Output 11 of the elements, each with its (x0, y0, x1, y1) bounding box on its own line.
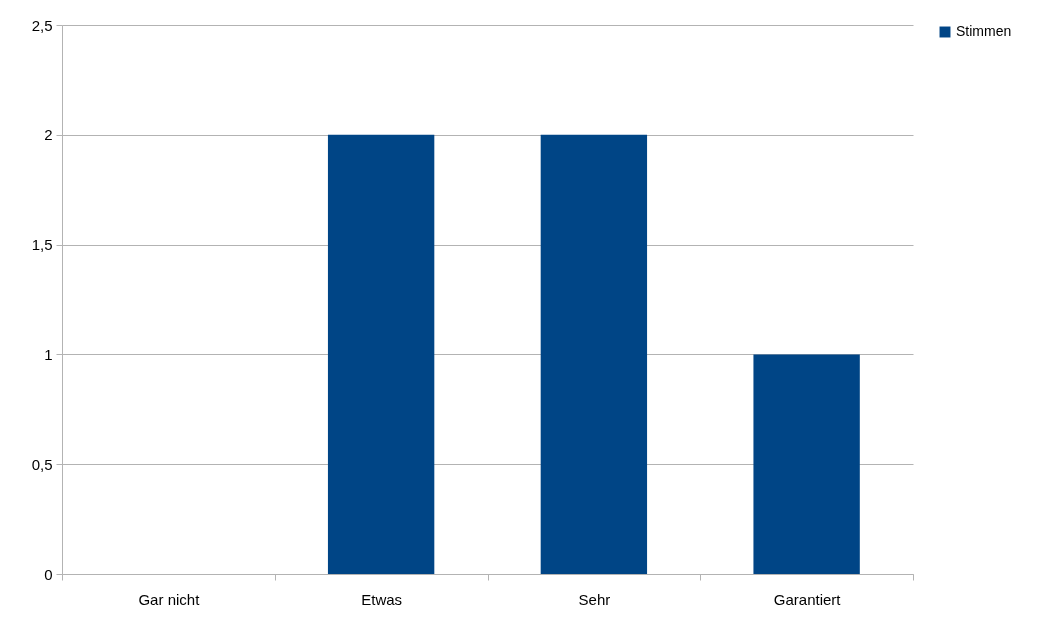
y-tick-label: 0,5 (31, 455, 53, 473)
y-tick-label: 1 (44, 345, 53, 363)
legend-label: Stimmen (956, 23, 1012, 39)
y-tick-label: 2 (44, 126, 53, 144)
x-tick-label: Etwas (361, 590, 403, 608)
y-tick-label: 0 (44, 565, 53, 583)
y-tick-label: 2,5 (31, 16, 53, 34)
x-tick-label: Sehr (578, 590, 611, 608)
y-tick-label: 1,5 (31, 236, 53, 254)
x-tick-label: Garantiert (773, 590, 842, 608)
x-tick-label: Gar nicht (138, 590, 201, 608)
